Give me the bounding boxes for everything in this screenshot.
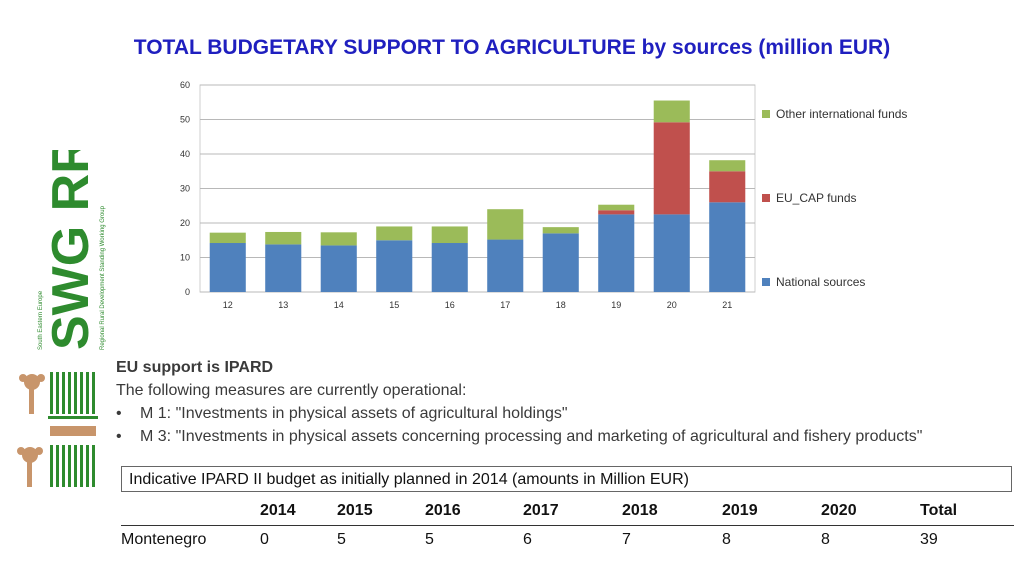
y-tick-label: 10 <box>180 253 190 263</box>
table-row: Montenegro 0 5 5 6 7 8 8 39 <box>121 526 1014 555</box>
x-tick-label: 19 <box>611 300 621 310</box>
table-cell: 8 <box>821 531 830 548</box>
bullet-item: • M 1: "Investments in physical assets o… <box>116 402 1016 425</box>
logo-text: SWG RRD <box>42 150 100 350</box>
bar-national-sources-16 <box>431 243 468 292</box>
legend-label-national: National sources <box>776 275 866 289</box>
logo-subtext: Regional Rural Development Standing Work… <box>100 205 106 350</box>
x-tick-label: 21 <box>722 300 732 310</box>
bar-national-sources-21 <box>709 202 746 292</box>
bar-national-sources-15 <box>376 240 413 292</box>
x-tick-label: 16 <box>445 300 455 310</box>
x-tick-label: 15 <box>389 300 399 310</box>
bar-other-international-funds-14 <box>320 232 357 246</box>
bar-eu-cap-funds-21 <box>709 171 746 203</box>
table-cell: 5 <box>337 531 346 548</box>
slide-title: TOTAL BUDGETARY SUPPORT TO AGRICULTURE b… <box>133 36 891 59</box>
header-cell: Total <box>920 497 1014 526</box>
x-tick-label: 17 <box>500 300 510 310</box>
swg-logo-graphic: SWG RRD Regional Rural Development Stand… <box>17 99 106 487</box>
x-tick-label: 20 <box>667 300 677 310</box>
legend-swatch-other-international <box>762 110 770 118</box>
header-cell <box>121 497 260 526</box>
bar-national-sources-20 <box>653 214 690 292</box>
header-cell: 2018 <box>622 497 722 526</box>
bullet-symbol: • <box>116 405 122 422</box>
bar-other-international-funds-21 <box>709 160 746 172</box>
bar-other-international-funds-16 <box>431 226 468 244</box>
y-tick-label: 30 <box>180 184 190 194</box>
swg-logo: SWG RRD Regional Rural Development Stand… <box>8 99 108 495</box>
bullet-item: • M 3: "Investments in physical assets c… <box>116 425 1016 448</box>
bar-national-sources-14 <box>320 245 357 292</box>
table-cell: 6 <box>523 531 532 548</box>
table-cell: 0 <box>260 531 269 548</box>
bar-eu-cap-funds-20 <box>653 122 690 215</box>
header-cell: 2014 <box>260 497 337 526</box>
bar-other-international-funds-19 <box>598 204 635 211</box>
bar-national-sources-18 <box>542 233 579 292</box>
y-tick-label: 40 <box>180 149 190 159</box>
bar-national-sources-19 <box>598 214 635 292</box>
table-cell: 7 <box>622 531 631 548</box>
table-header-row: 2014 2015 2016 2017 2018 2019 2020 Total <box>121 497 1014 526</box>
header-cell: 2015 <box>337 497 425 526</box>
table-cell: 39 <box>920 531 938 548</box>
table-cell: Montenegro <box>121 531 207 548</box>
legend-label-other-international: Other international funds <box>776 107 908 121</box>
legend-item-other-international: Other international funds <box>762 107 907 121</box>
header-cell: 2016 <box>425 497 523 526</box>
y-tick-label: 50 <box>180 115 190 125</box>
y-tick-label: 60 <box>180 80 190 90</box>
bullet-text-m3: M 3: "Investments in physical assets con… <box>140 428 923 445</box>
x-tick-label: 18 <box>556 300 566 310</box>
legend-swatch-eu-cap <box>762 194 770 202</box>
y-tick-label: 20 <box>180 218 190 228</box>
bar-other-international-funds-18 <box>542 227 579 234</box>
table-caption: Indicative IPARD II budget as initially … <box>121 466 1012 492</box>
legend-item-national: National sources <box>762 275 865 289</box>
ipard-heading: EU support is IPARD <box>116 359 274 376</box>
y-tick-label: 0 <box>185 287 190 297</box>
bar-national-sources-12 <box>209 243 246 292</box>
bullet-text-m1: M 1: "Investments in physical assets of … <box>140 405 568 422</box>
table-cell: 5 <box>425 531 434 548</box>
header-cell: 2017 <box>523 497 622 526</box>
ipard-budget-table: 2014 2015 2016 2017 2018 2019 2020 Total… <box>121 497 1014 554</box>
bar-eu-cap-funds-19 <box>598 210 635 215</box>
chart-legend: Other international funds EU_CAP funds N… <box>762 0 1002 300</box>
x-tick-label: 13 <box>278 300 288 310</box>
ipard-intro: The following measures are currently ope… <box>116 382 467 399</box>
logo-region-text: South Eastern Europe <box>38 290 44 350</box>
bullet-symbol: • <box>116 428 122 445</box>
legend-label-eu-cap: EU_CAP funds <box>776 191 857 205</box>
legend-item-eu-cap: EU_CAP funds <box>762 191 857 205</box>
bar-other-international-funds-12 <box>209 232 246 244</box>
ipard-text-block: EU support is IPARD The following measur… <box>116 356 1016 448</box>
budget-chart-svg: 0 10 20 30 40 50 60 12 13 14 15 16 17 18 19 20 21 <box>180 80 756 310</box>
bar-other-international-funds-20 <box>653 100 690 123</box>
bar-other-international-funds-13 <box>265 231 302 245</box>
table-cell: 8 <box>722 531 731 548</box>
x-tick-label: 12 <box>223 300 233 310</box>
x-tick-label: 14 <box>334 300 344 310</box>
header-cell: 2020 <box>821 497 920 526</box>
budget-chart: 0 10 20 30 40 50 60 12 13 14 15 16 17 18 19 20 21 <box>160 75 760 320</box>
bar-other-international-funds-17 <box>487 209 524 240</box>
bar-other-international-funds-15 <box>376 226 413 241</box>
legend-swatch-national <box>762 278 770 286</box>
bar-national-sources-17 <box>487 239 524 292</box>
bar-national-sources-13 <box>265 244 302 292</box>
header-cell: 2019 <box>722 497 821 526</box>
